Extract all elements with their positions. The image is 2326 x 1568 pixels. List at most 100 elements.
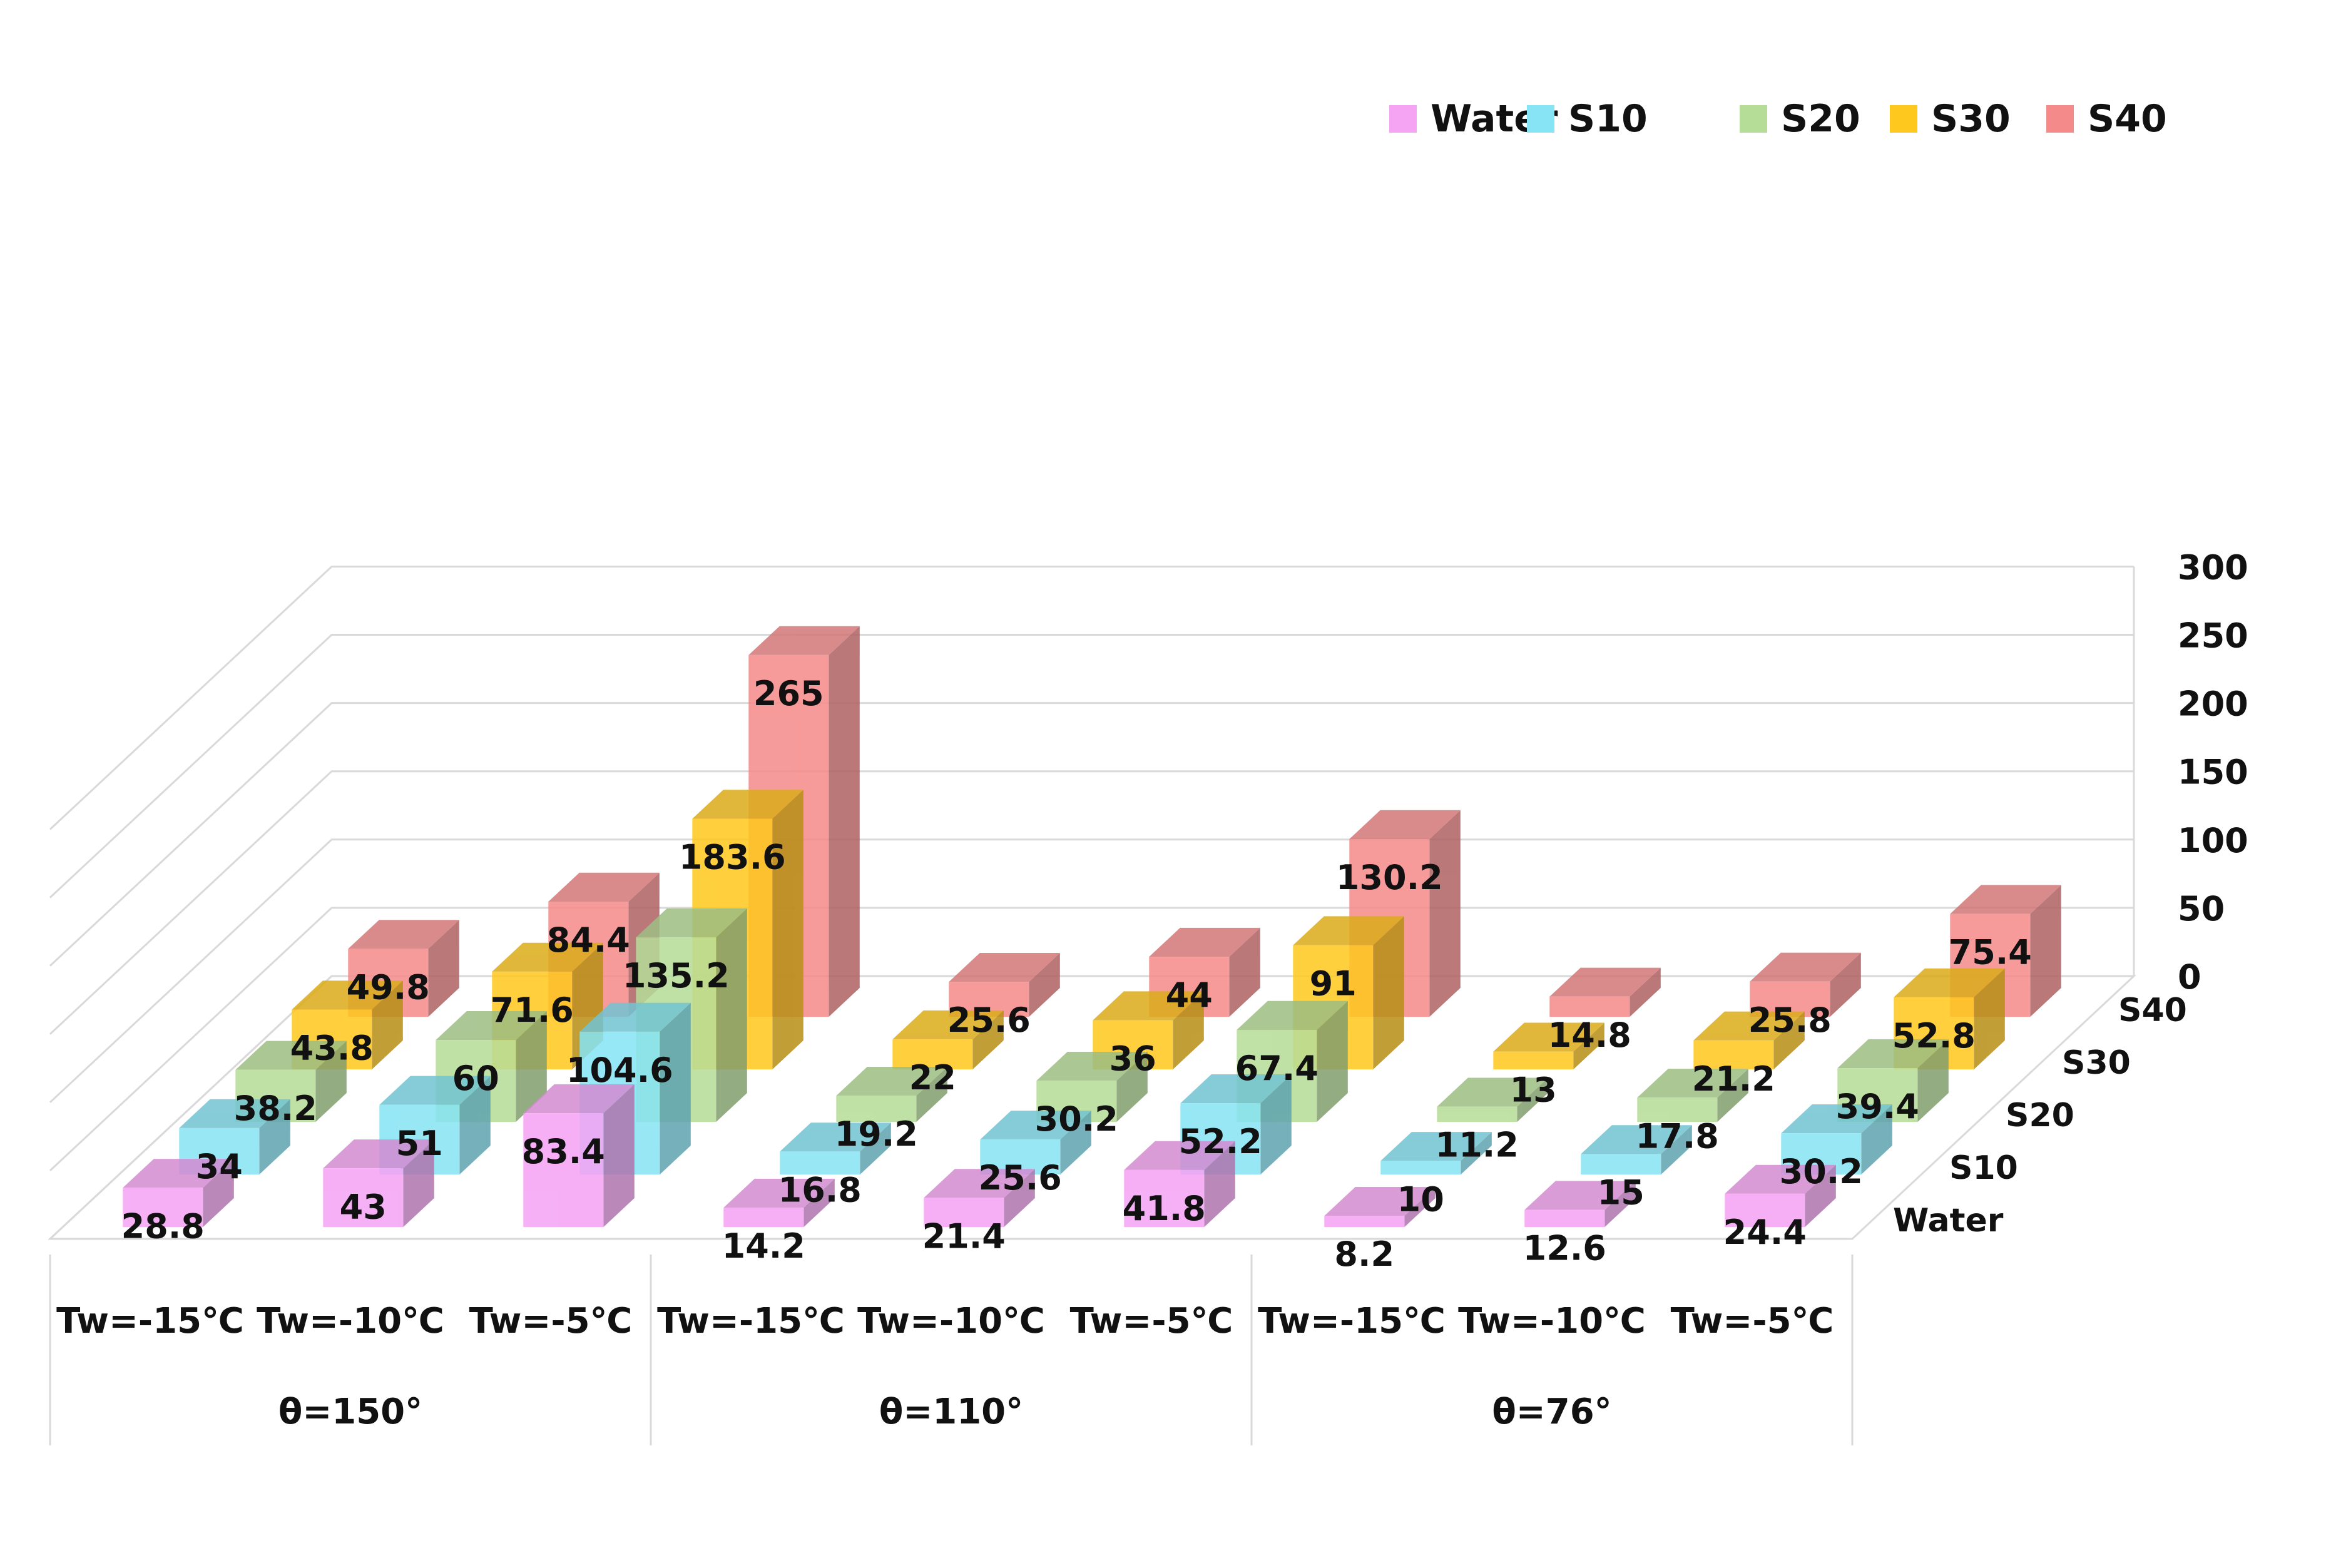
- bar-front: [1437, 1106, 1518, 1123]
- bar-top: [1349, 810, 1461, 839]
- bar-top: [1324, 1187, 1436, 1216]
- bar-side: [916, 1067, 947, 1123]
- bar-s40-6: [1549, 967, 1661, 1017]
- bar-side: [829, 626, 860, 1017]
- bar-side: [1204, 1141, 1235, 1228]
- data-label: 91: [1310, 964, 1357, 1004]
- bar-top: [836, 1067, 947, 1096]
- bar-water-4: [924, 1169, 1035, 1228]
- x-tick-label: Tw=-10℃: [1458, 1301, 1646, 1341]
- bar-side: [203, 1159, 234, 1228]
- legend-label: S20: [1781, 97, 1860, 141]
- bar-side: [1116, 1052, 1148, 1123]
- legend-swatch: [1527, 105, 1554, 133]
- data-label: 14.8: [1548, 1016, 1631, 1055]
- bar-top: [949, 953, 1060, 982]
- bar-side: [372, 980, 403, 1070]
- data-label: 19.2: [835, 1114, 918, 1154]
- bar-front: [723, 1208, 804, 1228]
- bar-s40-8: [1950, 885, 2061, 1017]
- bar-s20-7: [1637, 1069, 1748, 1123]
- bar-top: [292, 980, 403, 1010]
- data-label: 104.6: [566, 1051, 673, 1090]
- bar-side: [315, 1041, 347, 1123]
- depth-axis-label: Water: [1893, 1202, 2004, 1240]
- bar-s30-3: [892, 1010, 1004, 1070]
- bar-top: [179, 1099, 290, 1128]
- bar-top: [636, 908, 747, 938]
- bar-top: [1124, 1141, 1235, 1170]
- group-label: θ=110°: [879, 1392, 1023, 1432]
- bar-side: [516, 1011, 547, 1123]
- bar-side: [1373, 916, 1404, 1070]
- bar-s30-8: [1894, 968, 2005, 1070]
- bar-top: [123, 1159, 234, 1188]
- data-label: 25.8: [1748, 1000, 1832, 1040]
- bar-side: [1060, 1111, 1091, 1175]
- bar-top: [1894, 968, 2005, 997]
- bar-front: [780, 1151, 860, 1175]
- bar-side: [860, 1123, 891, 1175]
- bar-top: [1781, 1104, 1892, 1134]
- y-tick-label: 50: [2178, 889, 2225, 929]
- depth-axis-label: S20: [2006, 1097, 2074, 1134]
- bar-water-1: [323, 1139, 434, 1228]
- data-label: 60: [452, 1059, 499, 1098]
- data-label: 75.4: [1949, 933, 2032, 972]
- bar-water-8: [1725, 1164, 1836, 1228]
- bar-side: [1717, 1069, 1748, 1123]
- bar-s30-6: [1493, 1022, 1604, 1070]
- data-label: 38.2: [234, 1089, 317, 1128]
- bar-water-5: [1124, 1141, 1235, 1228]
- bar-side: [1317, 1000, 1348, 1123]
- bar-s20-6: [1437, 1077, 1548, 1123]
- bar-side: [716, 908, 747, 1123]
- data-label: 25.6: [979, 1158, 1062, 1198]
- bar-side: [603, 1084, 635, 1228]
- bar-front: [1524, 1209, 1605, 1228]
- legend-swatch: [1389, 105, 1417, 133]
- data-label: 41.8: [1123, 1189, 1206, 1228]
- bar-top: [1693, 1011, 1805, 1041]
- bar-side: [1773, 1011, 1805, 1070]
- bar-s30-7: [1693, 1011, 1805, 1070]
- data-label: 52.8: [1892, 1016, 1976, 1056]
- bar-top: [1180, 1074, 1292, 1104]
- bar-side: [1661, 1125, 1692, 1175]
- data-label: 10: [1397, 1179, 1444, 1219]
- bar-s20-1: [436, 1011, 547, 1123]
- bar-top: [235, 1041, 347, 1070]
- bar-side: [1573, 1022, 1604, 1070]
- bar-s30-0: [292, 980, 403, 1070]
- bar-top: [579, 1002, 691, 1032]
- bar-front: [1750, 981, 1830, 1017]
- bar-s10-7: [1581, 1125, 1692, 1175]
- bar-front: [1124, 1169, 1205, 1228]
- bar-top: [892, 1010, 1004, 1040]
- data-label: 83.4: [522, 1132, 605, 1171]
- data-label: 34: [196, 1147, 243, 1186]
- bar-side: [1861, 1104, 1892, 1175]
- bar-side: [1029, 953, 1060, 1017]
- bar-side: [2030, 885, 2061, 1017]
- legend-swatch: [1740, 105, 1767, 133]
- bar-top: [1036, 1052, 1148, 1081]
- bar-top: [436, 1011, 547, 1041]
- bar-side: [1229, 927, 1260, 1017]
- bar-top: [723, 1178, 835, 1208]
- data-label: 22: [909, 1058, 956, 1097]
- bar-water-3: [723, 1178, 835, 1228]
- data-label: 8.2: [1334, 1235, 1394, 1274]
- data-label: 265: [753, 674, 824, 713]
- gridline: [49, 838, 2134, 1103]
- data-label: 39.4: [1836, 1087, 1919, 1126]
- x-tick-label: Tw=-15℃: [657, 1301, 845, 1341]
- data-label: 15: [1598, 1173, 1645, 1212]
- data-label: 16.8: [778, 1170, 862, 1209]
- bar-top: [1549, 967, 1661, 997]
- bar-s20-3: [836, 1067, 947, 1123]
- bar-top: [492, 942, 603, 972]
- bar-top: [1524, 1181, 1636, 1210]
- depth-axis-label: S10: [1949, 1149, 2018, 1187]
